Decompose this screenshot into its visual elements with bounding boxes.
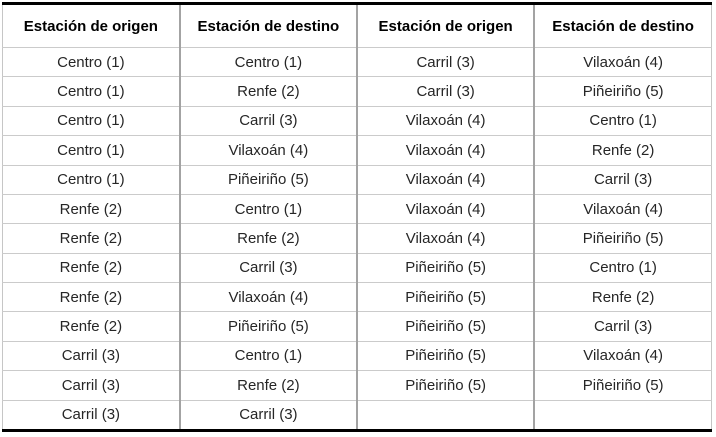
table-cell: Piñeiriño (5): [533, 370, 713, 401]
table-cell: Vilaxoán (4): [533, 46, 713, 78]
table-cell: Carril (3): [178, 252, 359, 284]
table-cell: Piñeiriño (5): [355, 340, 536, 372]
table-cell: Centro (1): [178, 340, 359, 372]
table-row: Renfe (2) Renfe (2) Vilaxoán (4) Piñeiriño …: [1, 223, 713, 254]
table-cell: Piñeiriño (5): [178, 311, 359, 342]
table-row: Carril (3) Carril (3): [1, 399, 713, 431]
table-cell: Carril (3): [355, 76, 536, 107]
table-cell: Renfe (2): [1, 223, 181, 254]
table-cell: Carril (3): [1, 340, 181, 372]
table-cell: Centro (1): [178, 46, 359, 78]
table-cell: Piñeiriño (5): [533, 223, 713, 254]
table-row: Centro (1) Carril (3) Vilaxoán (4) Centro (…: [1, 105, 713, 137]
table-cell: Renfe (2): [1, 311, 181, 342]
table-cell: Renfe (2): [533, 281, 713, 313]
table-cell: Vilaxoán (4): [533, 340, 713, 372]
table-row: Centro (1) Centro (1) Carril (3) Vilaxoán (…: [1, 46, 713, 78]
table-cell: Centro (1): [178, 193, 359, 225]
table-cell: Carril (3): [178, 105, 359, 137]
table-cell: Renfe (2): [1, 252, 181, 284]
table-cell: Piñeiriño (5): [355, 252, 536, 284]
table-cell: Vilaxoán (4): [355, 193, 536, 225]
table-cell: Vilaxoán (4): [355, 105, 536, 137]
table-row: Centro (1) Renfe (2) Carril (3) Piñeiriño (…: [1, 76, 713, 107]
table-cell: [355, 399, 536, 431]
table-row: Renfe (2) Piñeiriño (5) Piñeiriño (5) Carri…: [1, 311, 713, 342]
table-cell: Centro (1): [1, 46, 181, 78]
table-cell: Centro (1): [1, 105, 181, 137]
table-header-row: Estación de origen Estación de destino E…: [1, 3, 713, 48]
table-cell: Renfe (2): [1, 193, 181, 225]
column-header-origen-1: Estación de origen: [1, 3, 181, 48]
table-cell: Centro (1): [1, 76, 181, 107]
table-cell: Carril (3): [178, 399, 359, 431]
table-cell: Vilaxoán (4): [355, 164, 536, 195]
station-pairs-table: Estación de origen Estación de destino E…: [1, 2, 713, 432]
table-cell: Piñeiriño (5): [355, 370, 536, 401]
table-cell: [533, 399, 713, 431]
table-cell: Carril (3): [533, 164, 713, 195]
table-body: Centro (1) Centro (1) Carril (3) Vilaxoán (…: [1, 46, 713, 431]
table-cell: Centro (1): [1, 164, 181, 195]
table-cell: Carril (3): [533, 311, 713, 342]
column-header-destino-1: Estación de destino: [178, 3, 359, 48]
table-cell: Carril (3): [1, 399, 181, 431]
table-cell: Vilaxoán (4): [178, 281, 359, 313]
table-cell: Renfe (2): [178, 76, 359, 107]
table-row: Renfe (2) Vilaxoán (4) Piñeiriño (5) Renfe …: [1, 281, 713, 313]
table-cell: Piñeiriño (5): [355, 311, 536, 342]
table-cell: Piñeiriño (5): [178, 164, 359, 195]
table-cell: Renfe (2): [533, 135, 713, 166]
table-row: Carril (3) Renfe (2) Piñeiriño (5) Piñeiriñ…: [1, 370, 713, 401]
table-row: Renfe (2) Centro (1) Vilaxoán (4) Vilaxoán …: [1, 193, 713, 225]
table-row: Carril (3) Centro (1) Piñeiriño (5) Vilaxoá…: [1, 340, 713, 372]
column-header-destino-2: Estación de destino: [533, 3, 713, 48]
column-header-origen-2: Estación de origen: [355, 3, 536, 48]
table-row: Centro (1) Vilaxoán (4) Vilaxoán (4) Renfe …: [1, 135, 713, 166]
table-cell: Vilaxoán (4): [533, 193, 713, 225]
table-cell: Renfe (2): [178, 223, 359, 254]
table-cell: Vilaxoán (4): [355, 223, 536, 254]
table-cell: Centro (1): [1, 135, 181, 166]
table-row: Renfe (2) Carril (3) Piñeiriño (5) Centro (…: [1, 252, 713, 284]
table-cell: Renfe (2): [1, 281, 181, 313]
table-cell: Carril (3): [355, 46, 536, 78]
table-cell: Vilaxoán (4): [355, 135, 536, 166]
table-row: Centro (1) Piñeiriño (5) Vilaxoán (4) Carri…: [1, 164, 713, 195]
table-cell: Vilaxoán (4): [178, 135, 359, 166]
table-cell: Renfe (2): [178, 370, 359, 401]
table-cell: Piñeiriño (5): [355, 281, 536, 313]
table-header: Estación de origen Estación de destino E…: [1, 3, 713, 48]
table-cell: Carril (3): [1, 370, 181, 401]
table-cell: Centro (1): [533, 105, 713, 137]
table-cell: Piñeiriño (5): [533, 76, 713, 107]
table-cell: Centro (1): [533, 252, 713, 284]
